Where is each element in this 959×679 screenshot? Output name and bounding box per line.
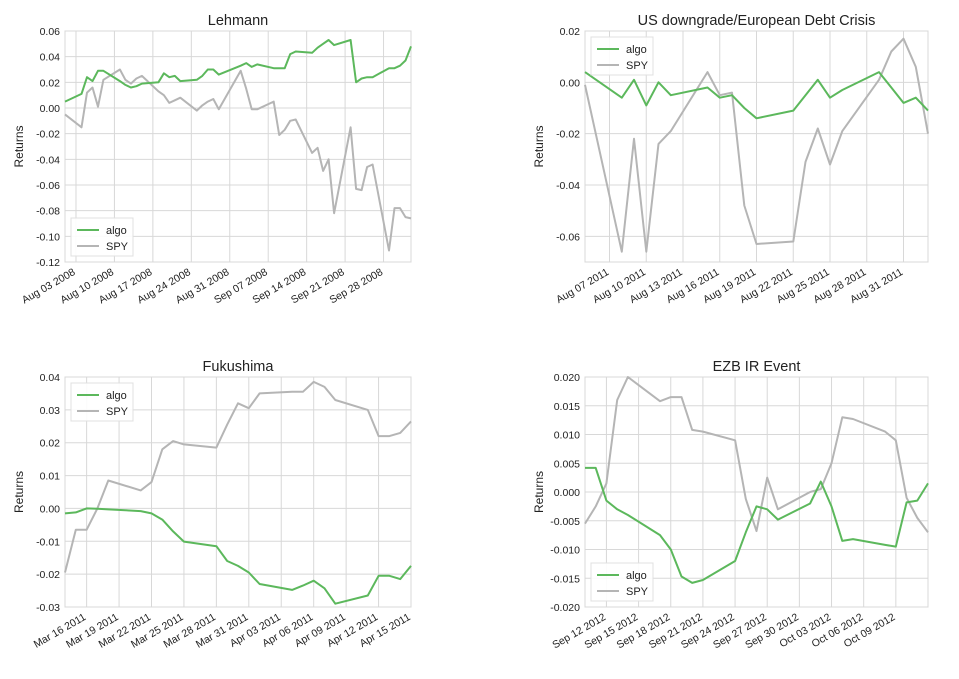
legend: algo SPY: [590, 36, 654, 76]
y-tick-label: 0.06: [40, 26, 61, 38]
plot-frame: [64, 376, 412, 608]
y-tick-label: -0.01: [36, 536, 60, 548]
legend-label-algo: algo: [626, 44, 647, 56]
legend: algo SPY: [70, 217, 134, 257]
plot-frame: [584, 376, 929, 608]
series-line-algo: [585, 466, 929, 584]
y-tick-label: 0.00: [40, 503, 61, 515]
y-axis-label: Returns: [12, 125, 26, 167]
y-axis-label: Returns: [532, 471, 546, 513]
y-tick-label: 0.020: [554, 372, 580, 384]
y-tick-label: -0.02: [36, 129, 60, 141]
y-tick-label: 0.01: [40, 471, 61, 483]
plot-frame: [584, 30, 929, 263]
y-tick-label: -0.02: [36, 569, 60, 581]
y-tick-label: -0.06: [556, 231, 580, 243]
chart-title: Lehmann: [208, 13, 268, 29]
y-tick-label: 0.005: [554, 458, 580, 470]
y-tick-label: -0.06: [36, 180, 60, 192]
chart-title: Fukushima: [203, 359, 275, 375]
y-tick-label: 0.04: [40, 372, 61, 384]
y-tick-label: 0.03: [40, 405, 61, 417]
y-tick-label: -0.005: [550, 516, 580, 528]
y-tick-label: -0.08: [36, 206, 60, 218]
legend-label-spy: SPY: [626, 586, 649, 598]
y-tick-label: 0.015: [554, 401, 580, 413]
y-tick-label: 0.02: [40, 438, 61, 450]
chart-panel-4: -0.020 -0.015 -0.010 -0.005 0.000 0.005 0.010 0…: [532, 359, 929, 651]
series-line-spy: [584, 376, 929, 533]
y-tick-label: -0.04: [36, 154, 60, 166]
y-tick-label: -0.010: [550, 545, 580, 557]
y-tick-label: -0.020: [550, 602, 580, 614]
series-line-spy: [64, 68, 412, 252]
y-tick-label: -0.10: [36, 231, 60, 243]
y-tick-label: 0.000: [554, 487, 580, 499]
y-tick-label: -0.015: [550, 573, 580, 585]
legend: algo SPY: [590, 562, 654, 602]
legend-label-spy: SPY: [626, 60, 649, 72]
y-tick-label: -0.03: [36, 602, 60, 614]
series-line-spy: [584, 37, 929, 253]
legend-box: [590, 36, 654, 76]
y-axis-label: Returns: [12, 471, 26, 513]
legend-label-spy: SPY: [106, 406, 129, 418]
y-tick-label: 0.010: [554, 430, 580, 442]
y-tick-label: 0.04: [40, 52, 61, 64]
legend-box: [70, 382, 134, 422]
y-tick-label: 0.02: [560, 26, 581, 38]
y-tick-label: 0.00: [560, 77, 581, 89]
series-line-algo: [64, 39, 412, 103]
chart-title: EZB IR Event: [713, 359, 801, 375]
legend-label-algo: algo: [106, 390, 127, 402]
legend-box: [70, 217, 134, 257]
series-line-algo: [584, 71, 929, 120]
legend-label-algo: algo: [626, 570, 647, 582]
plot-frame: [64, 30, 412, 263]
legend-box: [590, 562, 654, 602]
y-axis-label: Returns: [532, 125, 546, 167]
y-tick-label: 0.02: [40, 77, 61, 89]
y-tick-label: -0.12: [36, 257, 60, 269]
y-tick-label: 0.00: [40, 103, 61, 115]
y-tick-label: -0.02: [556, 129, 580, 141]
series-line-algo: [64, 507, 412, 605]
legend-label-spy: SPY: [106, 241, 129, 253]
series-line-spy: [64, 380, 412, 573]
legend: algo SPY: [70, 382, 134, 422]
chart-title: US downgrade/European Debt Crisis: [638, 13, 876, 29]
y-tick-label: -0.04: [556, 180, 580, 192]
chart-panel-1: -0.12 -0.10 -0.08 -0.06 -0.04 -0.02 0.00 0.02 0.…: [12, 13, 412, 306]
legend-label-algo: algo: [106, 225, 127, 237]
